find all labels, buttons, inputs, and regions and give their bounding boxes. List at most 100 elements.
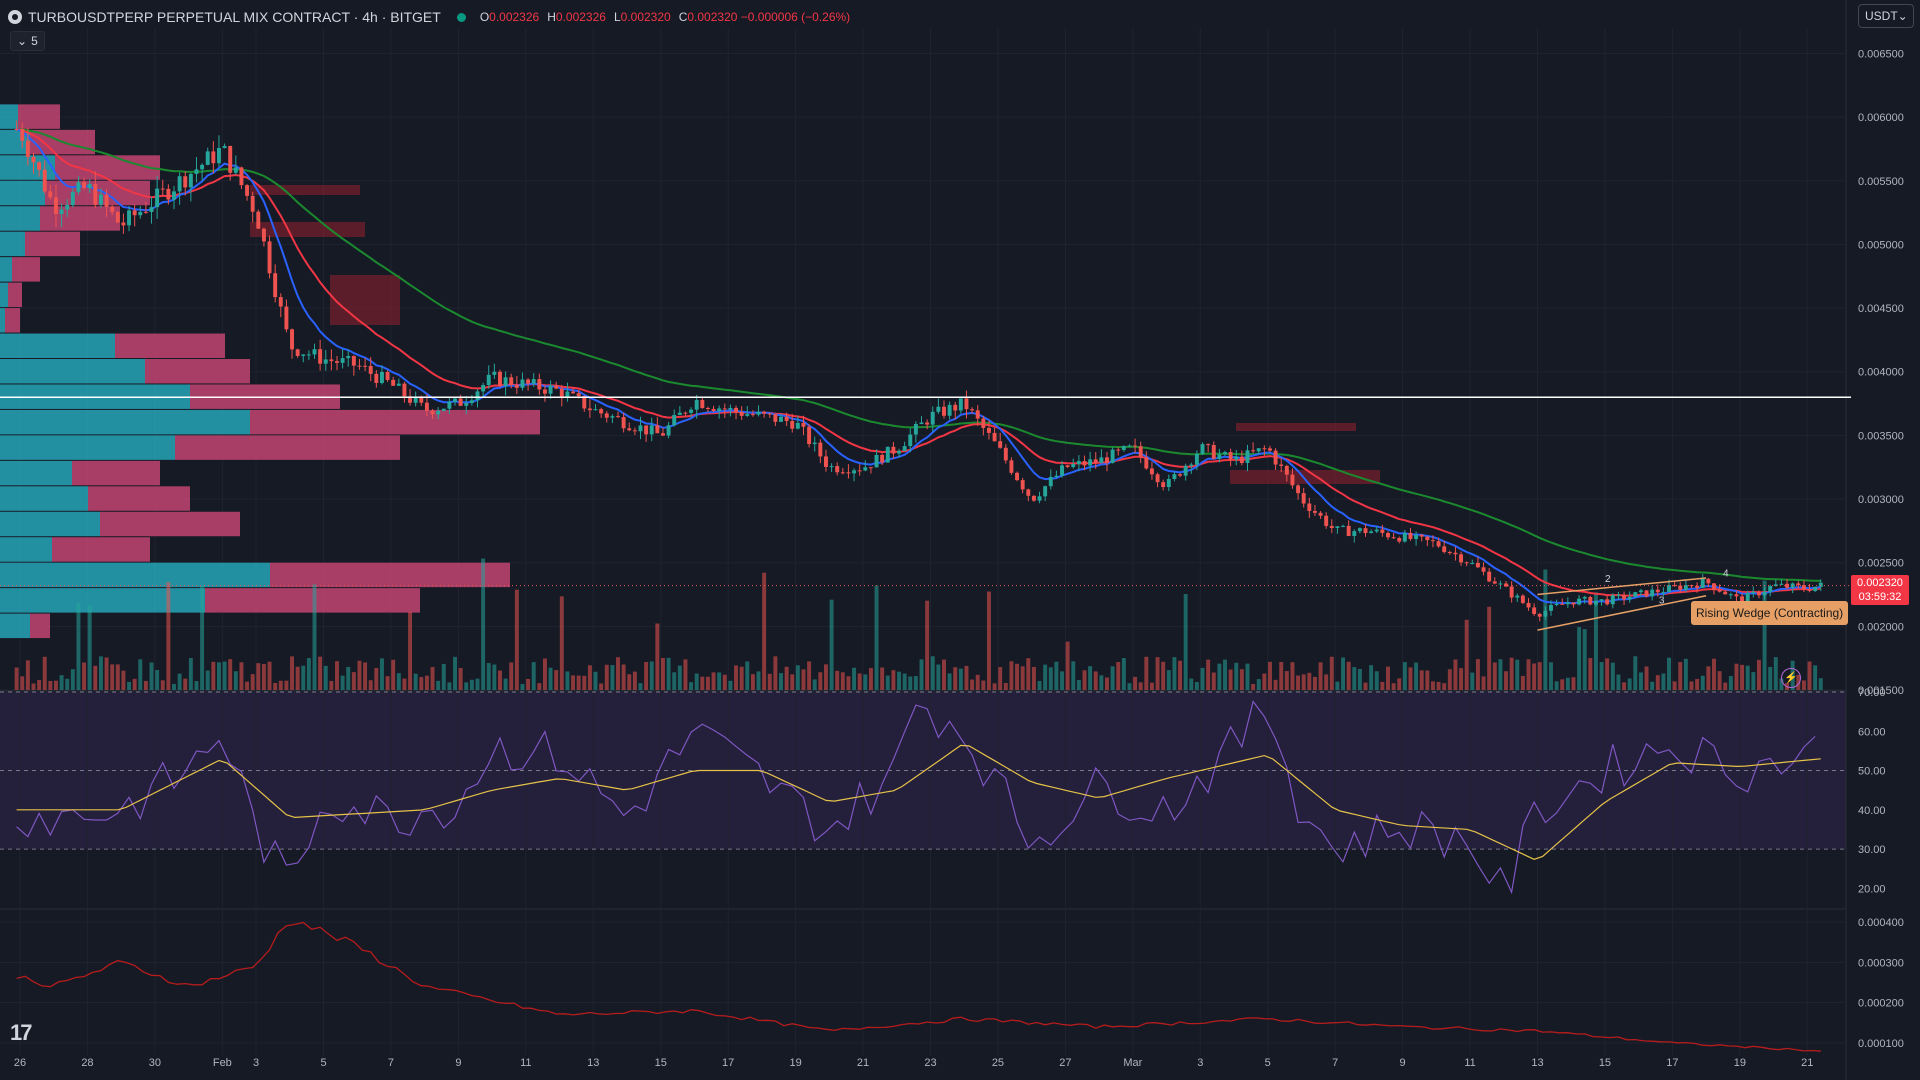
volume-bar xyxy=(1560,679,1565,690)
volume-bar xyxy=(846,676,851,690)
candle-body xyxy=(436,410,441,415)
candle-body xyxy=(20,129,25,141)
candle-body xyxy=(1268,448,1272,451)
candle-body xyxy=(481,385,486,392)
y-tick-label: 0.006500 xyxy=(1858,48,1904,60)
volume-bar xyxy=(632,671,637,690)
volume-bar xyxy=(1149,682,1154,690)
candle-body xyxy=(565,391,570,398)
y-tick-label: 0.002500 xyxy=(1858,558,1904,570)
volume-bar xyxy=(1031,666,1036,690)
volume-bar xyxy=(1279,661,1284,690)
volume-bar xyxy=(318,656,323,690)
candle-body xyxy=(773,414,778,422)
candle-body xyxy=(1571,602,1576,605)
supply-zone xyxy=(250,222,365,237)
candle-body xyxy=(503,377,508,386)
volume-bar xyxy=(1577,626,1582,690)
volume-bar xyxy=(942,659,946,690)
volume-bar xyxy=(1161,661,1166,690)
candle-body xyxy=(335,361,339,363)
volume-bar xyxy=(795,665,800,690)
candle-body xyxy=(1082,461,1087,466)
candle-body xyxy=(160,188,165,190)
volume-bar xyxy=(1251,683,1256,690)
volume-bar xyxy=(717,672,722,690)
candle-body xyxy=(1723,591,1728,595)
volume-bar xyxy=(1341,657,1346,690)
candle-body xyxy=(447,401,452,409)
volume-bar xyxy=(458,668,463,690)
volume-bar xyxy=(1818,678,1823,690)
candle-body xyxy=(1245,450,1250,463)
wedge-point-label: 4 xyxy=(1723,569,1729,580)
x-tick-label: 9 xyxy=(455,1057,461,1069)
candle-body xyxy=(54,197,58,215)
candle-body xyxy=(1695,585,1700,588)
volume-bar xyxy=(267,661,272,690)
volume-bar xyxy=(1509,657,1514,690)
x-tick-label: 5 xyxy=(1265,1057,1271,1069)
candle-body xyxy=(661,433,665,436)
volume-bar xyxy=(908,676,913,690)
indicators-collapse-button[interactable]: ⌄ 5 xyxy=(10,31,45,51)
volume-bar xyxy=(290,656,294,690)
volume-profile-down-bar xyxy=(145,359,250,384)
volume-profile-down-bar xyxy=(205,588,420,613)
volume-bar xyxy=(31,683,36,690)
candle-body xyxy=(172,191,176,200)
volume-bar xyxy=(823,664,828,690)
candle-body xyxy=(728,407,733,410)
candle-body xyxy=(1335,526,1340,529)
candle-body xyxy=(1071,464,1076,467)
flash-icon[interactable]: ⚡ xyxy=(1781,668,1801,688)
candle-body xyxy=(852,470,857,474)
volume-bar xyxy=(1290,662,1295,690)
tradingview-logo-icon[interactable]: 17 xyxy=(10,1020,33,1045)
candle-body xyxy=(1734,594,1739,597)
pattern-label[interactable]: Rising Wedge (Contracting) xyxy=(1691,601,1849,625)
volume-profile-up-bar xyxy=(0,333,115,358)
volume-bar xyxy=(1088,666,1093,690)
candle-body xyxy=(1161,482,1166,488)
volume-bar xyxy=(1442,683,1447,690)
volume-bar xyxy=(14,667,19,690)
candle-body xyxy=(430,410,435,415)
candle-body xyxy=(290,329,294,350)
candle-body xyxy=(807,426,812,445)
volume-bar xyxy=(868,668,873,690)
candle-body xyxy=(835,466,840,473)
candle-body xyxy=(1717,589,1722,592)
rsi-y-tick-label: 30.00 xyxy=(1858,844,1886,856)
candle-body xyxy=(689,409,694,413)
candle-body xyxy=(891,446,896,454)
volume-bar xyxy=(604,664,609,690)
currency-select[interactable]: USDT ⌄ xyxy=(1858,4,1914,28)
volume-bar xyxy=(559,596,564,690)
symbol-title[interactable]: TURBOUSDTPERP PERPETUAL MIX CONTRACT · 4… xyxy=(28,9,441,25)
candle-body xyxy=(1627,596,1632,600)
candle-body xyxy=(1453,552,1458,555)
volume-profile-down-bar xyxy=(5,308,20,333)
volume-profile-up-bar xyxy=(0,435,175,460)
candle-body xyxy=(1076,461,1081,465)
volume-bar xyxy=(1678,662,1683,690)
candle-body xyxy=(256,211,261,229)
candle-body xyxy=(295,349,300,356)
volume-bar xyxy=(1565,677,1570,690)
candle-body xyxy=(823,456,828,467)
volume-bar xyxy=(1723,682,1728,690)
volume-bar xyxy=(419,677,424,690)
volume-bar xyxy=(143,680,148,690)
candle-body xyxy=(42,169,47,192)
volume-bar xyxy=(857,673,862,690)
candle-body xyxy=(1341,525,1346,527)
volume-bar xyxy=(762,572,767,690)
candle-body xyxy=(1121,446,1126,450)
volume-bar xyxy=(245,681,250,690)
volume-bar xyxy=(1801,680,1806,690)
y-tick-label: 0.001500 xyxy=(1858,685,1904,697)
volume-bar xyxy=(677,665,682,690)
candle-body xyxy=(1515,595,1520,598)
